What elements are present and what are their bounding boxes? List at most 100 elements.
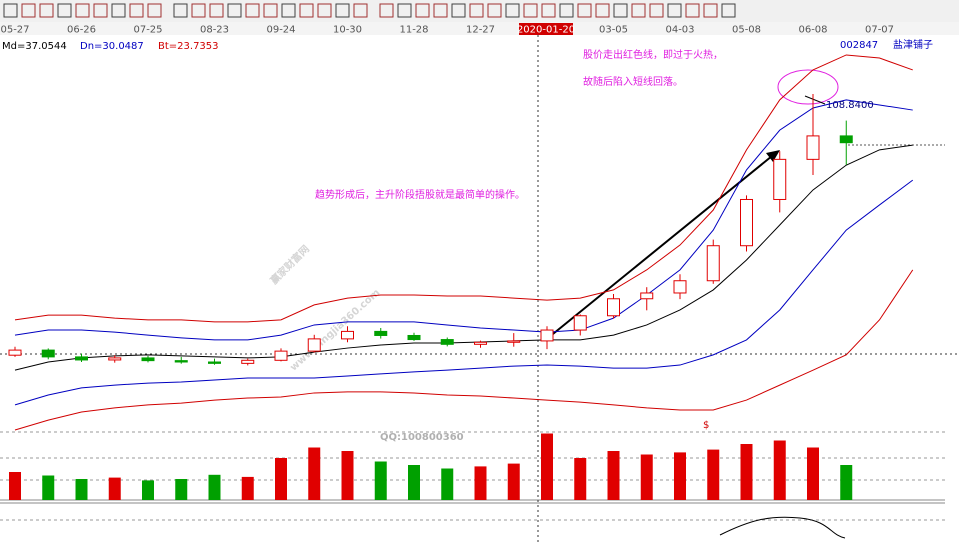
candle-body [740,198,753,247]
x-tick-label: 09-24 [266,25,295,36]
candle-body [75,356,88,361]
toolbar-icon [721,3,736,18]
candle-body [374,330,388,336]
toolbar-icon [111,3,126,18]
candle-body [307,338,321,352]
toolbar-icon [469,3,484,18]
watermark-text: 赢家财富网 [267,242,312,287]
candle-body [141,357,155,362]
volume-bar [807,447,819,500]
toolbar-icon [317,3,332,18]
band-line [14,179,914,406]
volume-bar [408,465,420,500]
candle-body [773,158,787,200]
candle-body [474,341,487,345]
candle-body [839,135,853,144]
annotation: 趋势形成后，主升阶段捂股就是最简单的操作。 [315,188,525,201]
candle-body [41,349,55,358]
x-tick-label: 07-25 [133,25,162,36]
toolbar-icon [649,3,664,18]
toolbar-icon [433,3,448,18]
toolbar-icon [129,3,144,18]
candle-body [706,245,720,282]
volume-bar [674,452,686,500]
candle-body [540,329,554,342]
candle-body [673,280,687,294]
toolbar-icon [57,3,72,18]
annotation: $ [703,420,709,431]
date-highlight [519,23,573,35]
toolbar-icon [245,3,260,18]
indicator: Dn=30.0487 [80,41,144,52]
band-line [14,269,914,431]
volume-bar [75,479,88,500]
x-tick-label: 05-08 [732,25,761,36]
toolbar-icon [75,3,90,18]
toolbar-icon [39,3,54,18]
candle-body [806,135,820,160]
macd-trace [719,516,846,539]
toolbar-icon [227,3,242,18]
highlight-circle [777,69,839,105]
volume-bar [773,440,786,500]
toolbar-icon [487,3,502,18]
toolbar-icon [191,3,206,18]
toolbar-icon [209,3,224,18]
toolbar-icon [263,3,278,18]
volume-bar [607,451,620,500]
stock-name: 盐津铺子 [893,38,933,51]
candle-body [274,350,288,361]
volume-bar [208,474,221,500]
volume-bar [108,477,121,500]
toolbar-icon [667,3,682,18]
volume-bar [740,444,753,500]
arrow-head [766,150,780,162]
candle-body [507,340,521,343]
toolbar [0,0,959,22]
candle-body [341,330,354,340]
indicator: Md=37.0544 [2,41,67,52]
stock-code: 002847 [840,40,878,51]
x-tick-label: 10-30 [333,25,362,36]
candle-body [640,292,654,300]
toolbar-icon [631,3,646,18]
toolbar-icon [281,3,296,18]
annotation: 108.8400 [826,100,874,111]
x-tick-label: 03-05 [599,25,628,36]
x-tick-label: 04-03 [665,25,694,36]
band-line [14,54,913,323]
candle-body [174,360,188,363]
indicator: Bt=23.7353 [158,41,219,52]
toolbar-icon [595,3,610,18]
candle-body [440,339,454,345]
toolbar-icon [523,3,538,18]
candle-body [573,315,587,331]
volume-bar [241,476,254,500]
candle-body [108,357,122,361]
x-tick-label: 06-26 [67,25,96,36]
toolbar-icon [613,3,628,18]
band-line [14,99,913,341]
date-bar [0,22,959,35]
trend-arrow [547,155,773,339]
volume-bar [374,461,387,500]
annotation: 股价走出红色线，即过于火热， [583,48,723,61]
x-tick-label: 06-08 [798,25,827,36]
toolbar-icon [559,3,574,18]
volume-bar [42,475,55,500]
volume-bar [142,480,154,500]
candle-body [8,349,22,356]
volume-bar [541,433,553,500]
toolbar-icon [21,3,36,18]
toolbar-icon [505,3,520,18]
x-tick-label: 05-27 [0,25,29,36]
volume-bar [707,449,720,500]
toolbar-icon [703,3,718,18]
toolbar-icon [353,3,368,18]
band-line [14,144,913,371]
toolbar-icon [147,3,162,18]
volume-bar [840,465,853,500]
toolbar-icon [451,3,466,18]
